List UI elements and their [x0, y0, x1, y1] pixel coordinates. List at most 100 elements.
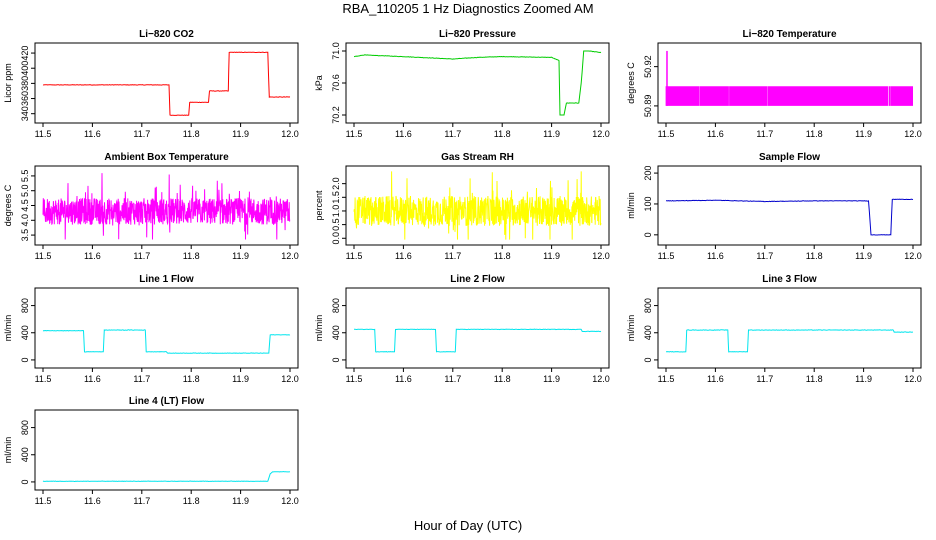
y-tick-label: 70.2	[331, 106, 341, 124]
x-tick-label: 12.0	[904, 129, 922, 139]
x-tick-label: 11.9	[232, 374, 249, 384]
x-tick-label: 11.8	[183, 374, 200, 384]
x-tick-label: 11.9	[232, 251, 249, 261]
plot-frame	[34, 409, 299, 491]
x-tick-label: 11.5	[35, 129, 52, 139]
y-tick-label: 400	[643, 325, 653, 340]
x-tick-label: 11.5	[35, 374, 52, 384]
panel-1: Li−820 CO2 11.5 11.6 11.7 11.8 11.9 12.0 340360…	[3, 29, 299, 139]
x-tick-label: 11.8	[183, 496, 200, 506]
y-tick-label: 380	[20, 76, 30, 91]
series-line	[42, 173, 291, 240]
panel-8: Line 2 Flow 11.5 11.6 11.7 11.8 11.9 12.0 0 400 8…	[314, 274, 610, 384]
y-tick-label: 50.92	[643, 55, 653, 78]
x-tick-label: 12.0	[592, 129, 610, 139]
x-tick-label: 11.7	[444, 129, 461, 139]
x-tick-label: 11.5	[658, 374, 675, 384]
y-tick-label: 5.0	[20, 184, 30, 197]
x-tick-label: 12.0	[281, 251, 299, 261]
x-tick-label: 11.9	[855, 374, 872, 384]
x-tick-label: 11.9	[232, 129, 249, 139]
panel-title: Line 2 Flow	[450, 274, 505, 285]
panel-7: Line 1 Flow 11.5 11.6 11.7 11.8 11.9 12.0 0 400 8…	[3, 274, 299, 384]
x-tick-label: 11.8	[494, 374, 511, 384]
x-tick-label: 11.5	[346, 251, 363, 261]
plot-frame	[657, 287, 922, 369]
y-tick-label: 200	[643, 166, 653, 181]
y-tick-label: 0	[643, 357, 653, 362]
x-tick-label: 11.8	[806, 251, 823, 261]
panel-title: Gas Stream RH	[441, 152, 514, 163]
x-tick-label: 11.7	[133, 129, 150, 139]
x-tick-label: 11.8	[806, 129, 823, 139]
y-axis-label: ml/min	[3, 437, 13, 464]
y-tick-label: 1.5	[331, 191, 341, 204]
x-tick-label: 11.7	[756, 251, 773, 261]
x-tick-label: 12.0	[281, 129, 299, 139]
y-tick-label: 800	[643, 298, 653, 313]
x-tick-label: 11.6	[707, 129, 724, 139]
y-axis-label: Licor ppm	[3, 63, 13, 103]
x-tick-label: 12.0	[281, 374, 299, 384]
y-axis-label: ml/min	[3, 315, 13, 342]
y-tick-label: 1.0	[331, 205, 341, 218]
y-axis-label: degrees C	[3, 184, 13, 226]
x-tick-label: 11.6	[84, 251, 101, 261]
panel-title: Sample Flow	[759, 152, 820, 163]
y-axis-label: degrees C	[626, 62, 636, 104]
x-tick-label: 11.8	[806, 374, 823, 384]
y-tick-label: 70.6	[331, 74, 341, 92]
panel-3: Li−820 Temperature 11.5 11.6 11.7 11.8 11.9 12…	[626, 29, 922, 139]
y-tick-label: 3.5	[20, 229, 30, 242]
x-tick-label: 11.7	[133, 496, 150, 506]
y-tick-label: 0.5	[331, 218, 341, 231]
x-tick-label: 11.6	[84, 129, 101, 139]
y-tick-label: 400	[331, 325, 341, 340]
y-tick-label: 0.0	[331, 232, 341, 245]
panel-4: Ambient Box Temperature 11.5 11.6 11.7 11.8 1…	[3, 152, 299, 261]
x-axis-label: Hour of Day (UTC)	[413, 518, 523, 533]
panel-2: Li−820 Pressure 11.5 11.6 11.7 11.8 11.9 12.0 7…	[314, 29, 610, 139]
series-bars	[665, 86, 913, 106]
y-axis-label: kPa	[314, 75, 324, 91]
x-tick-label: 11.8	[494, 129, 511, 139]
panel-title: Li−820 CO2	[139, 29, 194, 40]
x-tick-label: 11.9	[543, 251, 560, 261]
series-line	[666, 329, 913, 353]
panel-title: Line 1 Flow	[139, 274, 194, 285]
plot-frame	[345, 165, 610, 246]
y-tick-label: 420	[20, 46, 30, 61]
panel-title: Ambient Box Temperature	[104, 152, 229, 163]
panel-9: Line 3 Flow 11.5 11.6 11.7 11.8 11.9 12.0 0 400 8…	[626, 274, 922, 384]
x-tick-label: 11.6	[84, 496, 101, 506]
panel-5: Gas Stream RH 11.5 11.6 11.7 11.8 11.9 12.0 0.0…	[314, 152, 610, 261]
x-tick-label: 11.6	[395, 129, 412, 139]
y-tick-label: 71.0	[331, 42, 341, 60]
panel-title: Line 4 (LT) Flow	[129, 396, 205, 407]
x-tick-label: 11.8	[183, 129, 200, 139]
x-tick-label: 11.5	[35, 496, 52, 506]
plot-frame	[345, 42, 610, 124]
panel-10: Line 4 (LT) Flow 11.5 11.6 11.7 11.8 11.9 12.0…	[3, 396, 299, 506]
panel-6: Sample Flow 11.5 11.6 11.7 11.8 11.9 12.0 0 100 2…	[626, 152, 922, 261]
panel-title: Line 3 Flow	[762, 274, 817, 285]
y-tick-label: 0	[20, 357, 30, 362]
x-tick-label: 11.7	[444, 374, 461, 384]
x-tick-label: 11.9	[543, 374, 560, 384]
x-tick-label: 11.9	[543, 129, 560, 139]
y-tick-label: 2.0	[331, 177, 341, 190]
x-tick-label: 11.6	[707, 374, 724, 384]
x-tick-label: 11.9	[232, 496, 249, 506]
y-tick-label: 0	[331, 357, 341, 362]
x-tick-label: 11.8	[183, 251, 200, 261]
series-line	[42, 329, 291, 354]
x-tick-label: 12.0	[592, 374, 610, 384]
y-tick-label: 4.0	[20, 214, 30, 227]
x-tick-label: 11.7	[133, 374, 150, 384]
series-line	[42, 470, 291, 483]
y-tick-label: 0	[20, 479, 30, 484]
plot-frame	[34, 42, 299, 124]
panel-title: Li−820 Temperature	[742, 29, 836, 40]
x-tick-label: 11.7	[756, 374, 773, 384]
